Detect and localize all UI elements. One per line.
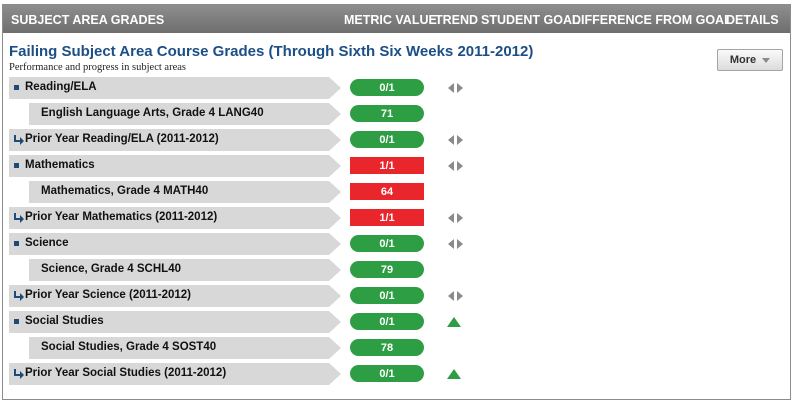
row-label: Mathematics, Grade 4 MATH40	[41, 185, 209, 197]
subject-row[interactable]: Prior Year Social Studies (2011-2012) 0/1	[3, 363, 790, 385]
row-label-bar[interactable]: Mathematics, Grade 4 MATH40	[29, 181, 341, 203]
row-label: Prior Year Mathematics (2011-2012)	[25, 211, 218, 223]
more-button-label: More	[729, 54, 757, 66]
row-label-bar[interactable]: English Language Arts, Grade 4 LANG40	[29, 103, 341, 125]
row-label: English Language Arts, Grade 4 LANG40	[41, 107, 264, 119]
row-label: Social Studies	[25, 315, 104, 327]
subject-row[interactable]: Prior Year Science (2011-2012) 0/1	[3, 285, 790, 307]
bullet-icon[interactable]	[14, 85, 19, 90]
row-label: Social Studies, Grade 4 SOST40	[41, 341, 217, 353]
left-right-arrows-icon	[448, 83, 463, 93]
course-row[interactable]: Science, Grade 4 SCHL40 79	[3, 259, 790, 281]
metric-value-badge: 64	[350, 183, 424, 200]
up-triangle-icon	[447, 369, 461, 379]
row-label-bar[interactable]: Prior Year Science (2011-2012)	[9, 285, 341, 307]
more-button[interactable]: More	[717, 49, 783, 71]
course-row[interactable]: English Language Arts, Grade 4 LANG40 71	[3, 103, 790, 125]
row-label: Prior Year Science (2011-2012)	[25, 289, 192, 301]
left-right-arrows-icon	[448, 135, 463, 145]
row-label: Science, Grade 4 SCHL40	[41, 263, 181, 275]
bullet-icon[interactable]	[14, 163, 19, 168]
row-label: Prior Year Social Studies (2011-2012)	[25, 367, 227, 379]
page-subtitle: Performance and progress in subject area…	[9, 62, 186, 73]
course-row[interactable]: Social Studies, Grade 4 SOST40 78	[3, 337, 790, 359]
subject-area-grades-panel: SUBJECT AREA GRADES METRIC VALUE TREND S…	[2, 4, 791, 400]
subject-row[interactable]: Prior Year Reading/ELA (2011-2012) 0/1	[3, 129, 790, 151]
subject-row[interactable]: Social Studies 0/1	[3, 311, 790, 333]
left-right-arrows-icon	[448, 291, 463, 301]
prior-year-arrow-icon	[13, 290, 25, 302]
row-label-bar[interactable]: Science	[9, 233, 341, 255]
subject-row[interactable]: Mathematics 1/1	[3, 155, 790, 177]
left-right-arrows-icon	[448, 161, 463, 171]
row-label: Science	[25, 237, 69, 249]
bullet-icon[interactable]	[14, 319, 19, 324]
up-triangle-icon	[447, 317, 461, 327]
row-label: Reading/ELA	[25, 81, 97, 93]
left-right-arrows-icon	[448, 239, 463, 249]
metric-value-badge: 78	[350, 339, 424, 356]
metric-value-badge: 0/1	[350, 313, 424, 330]
metric-value-badge: 0/1	[350, 365, 424, 382]
left-right-arrows-icon	[448, 213, 463, 223]
course-row[interactable]: Mathematics, Grade 4 MATH40 64	[3, 181, 790, 203]
header-metric-value[interactable]: METRIC VALUE	[344, 13, 437, 27]
subject-row[interactable]: Science 0/1	[3, 233, 790, 255]
row-label-bar[interactable]: Prior Year Social Studies (2011-2012)	[9, 363, 341, 385]
header-trend[interactable]: TREND	[435, 13, 479, 27]
prior-year-arrow-icon	[13, 134, 25, 146]
row-label-bar[interactable]: Social Studies	[9, 311, 341, 333]
row-label-bar[interactable]: Social Studies, Grade 4 SOST40	[29, 337, 341, 359]
metric-value-badge: 79	[350, 261, 424, 278]
header-subject-area-grades[interactable]: SUBJECT AREA GRADES	[11, 13, 165, 27]
prior-year-arrow-icon	[13, 212, 25, 224]
table-header: SUBJECT AREA GRADES METRIC VALUE TREND S…	[3, 5, 790, 33]
metric-value-badge: 1/1	[350, 157, 424, 174]
subject-row[interactable]: Prior Year Mathematics (2011-2012) 1/1	[3, 207, 790, 229]
row-label-bar[interactable]: Reading/ELA	[9, 77, 341, 99]
row-label-bar[interactable]: Prior Year Mathematics (2011-2012)	[9, 207, 341, 229]
metric-value-badge: 0/1	[350, 287, 424, 304]
metric-value-badge: 1/1	[350, 209, 424, 226]
panel-heading: Failing Subject Area Course Grades (Thro…	[9, 43, 533, 73]
chevron-down-icon	[762, 57, 771, 63]
row-label-bar[interactable]: Science, Grade 4 SCHL40	[29, 259, 341, 281]
header-student-goal[interactable]: STUDENT GOAL	[481, 13, 580, 27]
metric-value-badge: 71	[350, 105, 424, 122]
header-details[interactable]: DETAILS	[726, 13, 779, 27]
metric-value-badge: 0/1	[350, 131, 424, 148]
prior-year-arrow-icon	[13, 368, 25, 380]
row-label: Prior Year Reading/ELA (2011-2012)	[25, 133, 219, 145]
subject-row[interactable]: Reading/ELA 0/1	[3, 77, 790, 99]
row-label-bar[interactable]: Mathematics	[9, 155, 341, 177]
header-difference-from-goal[interactable]: DIFFERENCE FROM GOAL	[572, 13, 732, 27]
row-label: Mathematics	[25, 159, 95, 171]
row-label-bar[interactable]: Prior Year Reading/ELA (2011-2012)	[9, 129, 341, 151]
metric-value-badge: 0/1	[350, 235, 424, 252]
metric-value-badge: 0/1	[350, 79, 424, 96]
bullet-icon[interactable]	[14, 241, 19, 246]
page-title: Failing Subject Area Course Grades (Thro…	[9, 43, 534, 60]
